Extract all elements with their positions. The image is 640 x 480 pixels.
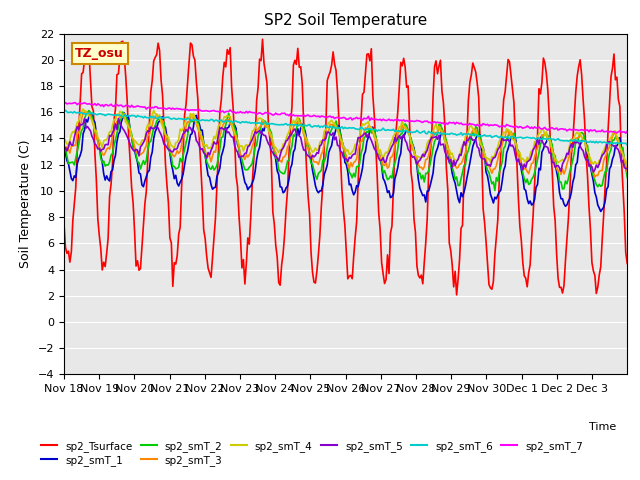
Text: TZ_osu: TZ_osu xyxy=(76,47,124,60)
Y-axis label: Soil Temperature (C): Soil Temperature (C) xyxy=(19,140,32,268)
Title: SP2 Soil Temperature: SP2 Soil Temperature xyxy=(264,13,428,28)
Legend: sp2_Tsurface, sp2_smT_1, sp2_smT_2, sp2_smT_3, sp2_smT_4, sp2_smT_5, sp2_smT_6, : sp2_Tsurface, sp2_smT_1, sp2_smT_2, sp2_… xyxy=(37,437,587,470)
Text: Time: Time xyxy=(589,422,616,432)
